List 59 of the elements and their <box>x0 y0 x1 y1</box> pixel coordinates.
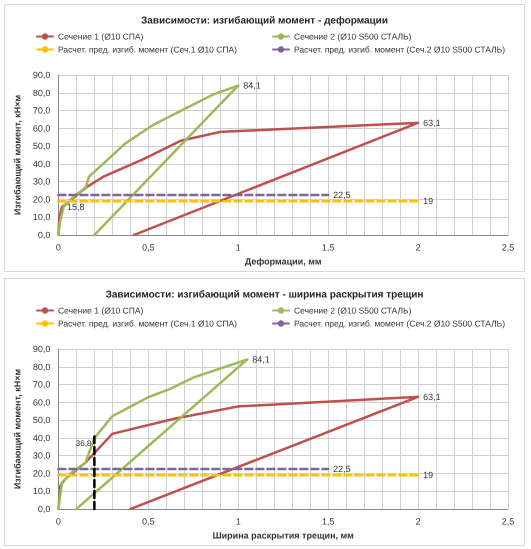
x-tick-label: 2 <box>416 242 421 252</box>
data-label: 19 <box>423 470 434 480</box>
x-tick-label: 0 <box>56 242 61 252</box>
legend-label: Сечение 1 (Ø10 СПА) <box>58 32 144 42</box>
chart-title: Зависимости: изгибающий момент - деформации <box>141 16 388 26</box>
y-tick-label: 0,0 <box>38 230 50 240</box>
y-tick-label: 80,0 <box>32 88 50 98</box>
legend-label: Расчет. пред. изгиб. момент (Сеч.1 Ø10 СПА) <box>58 318 238 328</box>
y-tick-label: 20,0 <box>32 468 50 478</box>
y-tick-label: 90,0 <box>32 70 50 80</box>
legend-label: Расчет. пред. изгиб. момент (Сеч.2 Ø10 S500 СТАЛЬ) <box>294 318 506 328</box>
line-series <box>57 122 420 236</box>
y-tick-label: 70,0 <box>32 380 50 390</box>
legend-label: Расчет. пред. изгиб. момент (Сеч.1 Ø10 СПА) <box>58 44 238 54</box>
y-axis-title: Изгибающий момент, кН×м <box>12 94 22 216</box>
y-tick-label: 40,0 <box>32 158 50 169</box>
line-series <box>57 358 248 510</box>
y-tick-label: 50,0 <box>32 415 50 426</box>
x-axis-title: Ширина раскрытия трещин, мм <box>212 530 354 540</box>
y-tick-label: 40,0 <box>32 432 50 443</box>
chart-title: Зависимости: изгибающий момент - ширина раскрытия трещин <box>106 290 424 300</box>
y-tick-label: 80,0 <box>32 362 50 372</box>
y-tick-label: 90,0 <box>32 344 50 354</box>
y-tick-label: 10,0 <box>32 212 50 222</box>
x-tick-label: 2,5 <box>502 242 514 252</box>
x-tick-label: 0 <box>56 516 61 526</box>
y-tick-label: 70,0 <box>32 106 50 116</box>
annotation: 36,8 <box>76 439 92 448</box>
x-axis-title: Деформации, мм <box>244 256 322 266</box>
data-label: 84,1 <box>252 354 270 364</box>
legend-label: Сечение 1 (Ø10 СПА) <box>58 306 144 316</box>
data-label: 15,8 <box>67 202 85 212</box>
y-tick-label: 20,0 <box>32 194 50 204</box>
x-tick-label: 1 <box>236 242 241 252</box>
data-label: 63,1 <box>423 392 441 402</box>
x-tick-label: 1 <box>236 516 241 526</box>
legend-label: Расчет. пред. изгиб. момент (Сеч.2 Ø10 S500 СТАЛЬ) <box>294 44 506 54</box>
data-label: 63,1 <box>423 118 441 128</box>
line-series <box>57 84 240 236</box>
y-tick-label: 10,0 <box>32 486 50 496</box>
data-label: 22,5 <box>333 190 351 200</box>
x-tick-label: 2,5 <box>502 516 514 526</box>
x-tick-label: 1,5 <box>322 242 334 252</box>
y-tick-label: 60,0 <box>32 397 50 408</box>
data-label: 19 <box>423 196 434 206</box>
y-axis-title: Изгибающий момент, кН×м <box>12 368 22 490</box>
x-tick-label: 0,5 <box>142 516 155 526</box>
y-tick-label: 60,0 <box>32 123 50 134</box>
y-tick-label: 30,0 <box>32 176 50 187</box>
legend-label: Сечение 2 (Ø10 S500 СТАЛЬ) <box>294 32 412 42</box>
y-tick-label: 50,0 <box>32 141 50 152</box>
data-label: 84,1 <box>243 80 261 90</box>
y-tick-label: 0,0 <box>38 504 50 514</box>
y-tick-label: 30,0 <box>32 450 50 461</box>
x-tick-label: 1,5 <box>322 516 334 526</box>
x-tick-label: 2 <box>416 516 421 526</box>
legend-label: Сечение 2 (Ø10 S500 СТАЛЬ) <box>294 306 412 316</box>
data-label: 22,5 <box>333 464 351 474</box>
x-tick-label: 0,5 <box>142 242 155 252</box>
